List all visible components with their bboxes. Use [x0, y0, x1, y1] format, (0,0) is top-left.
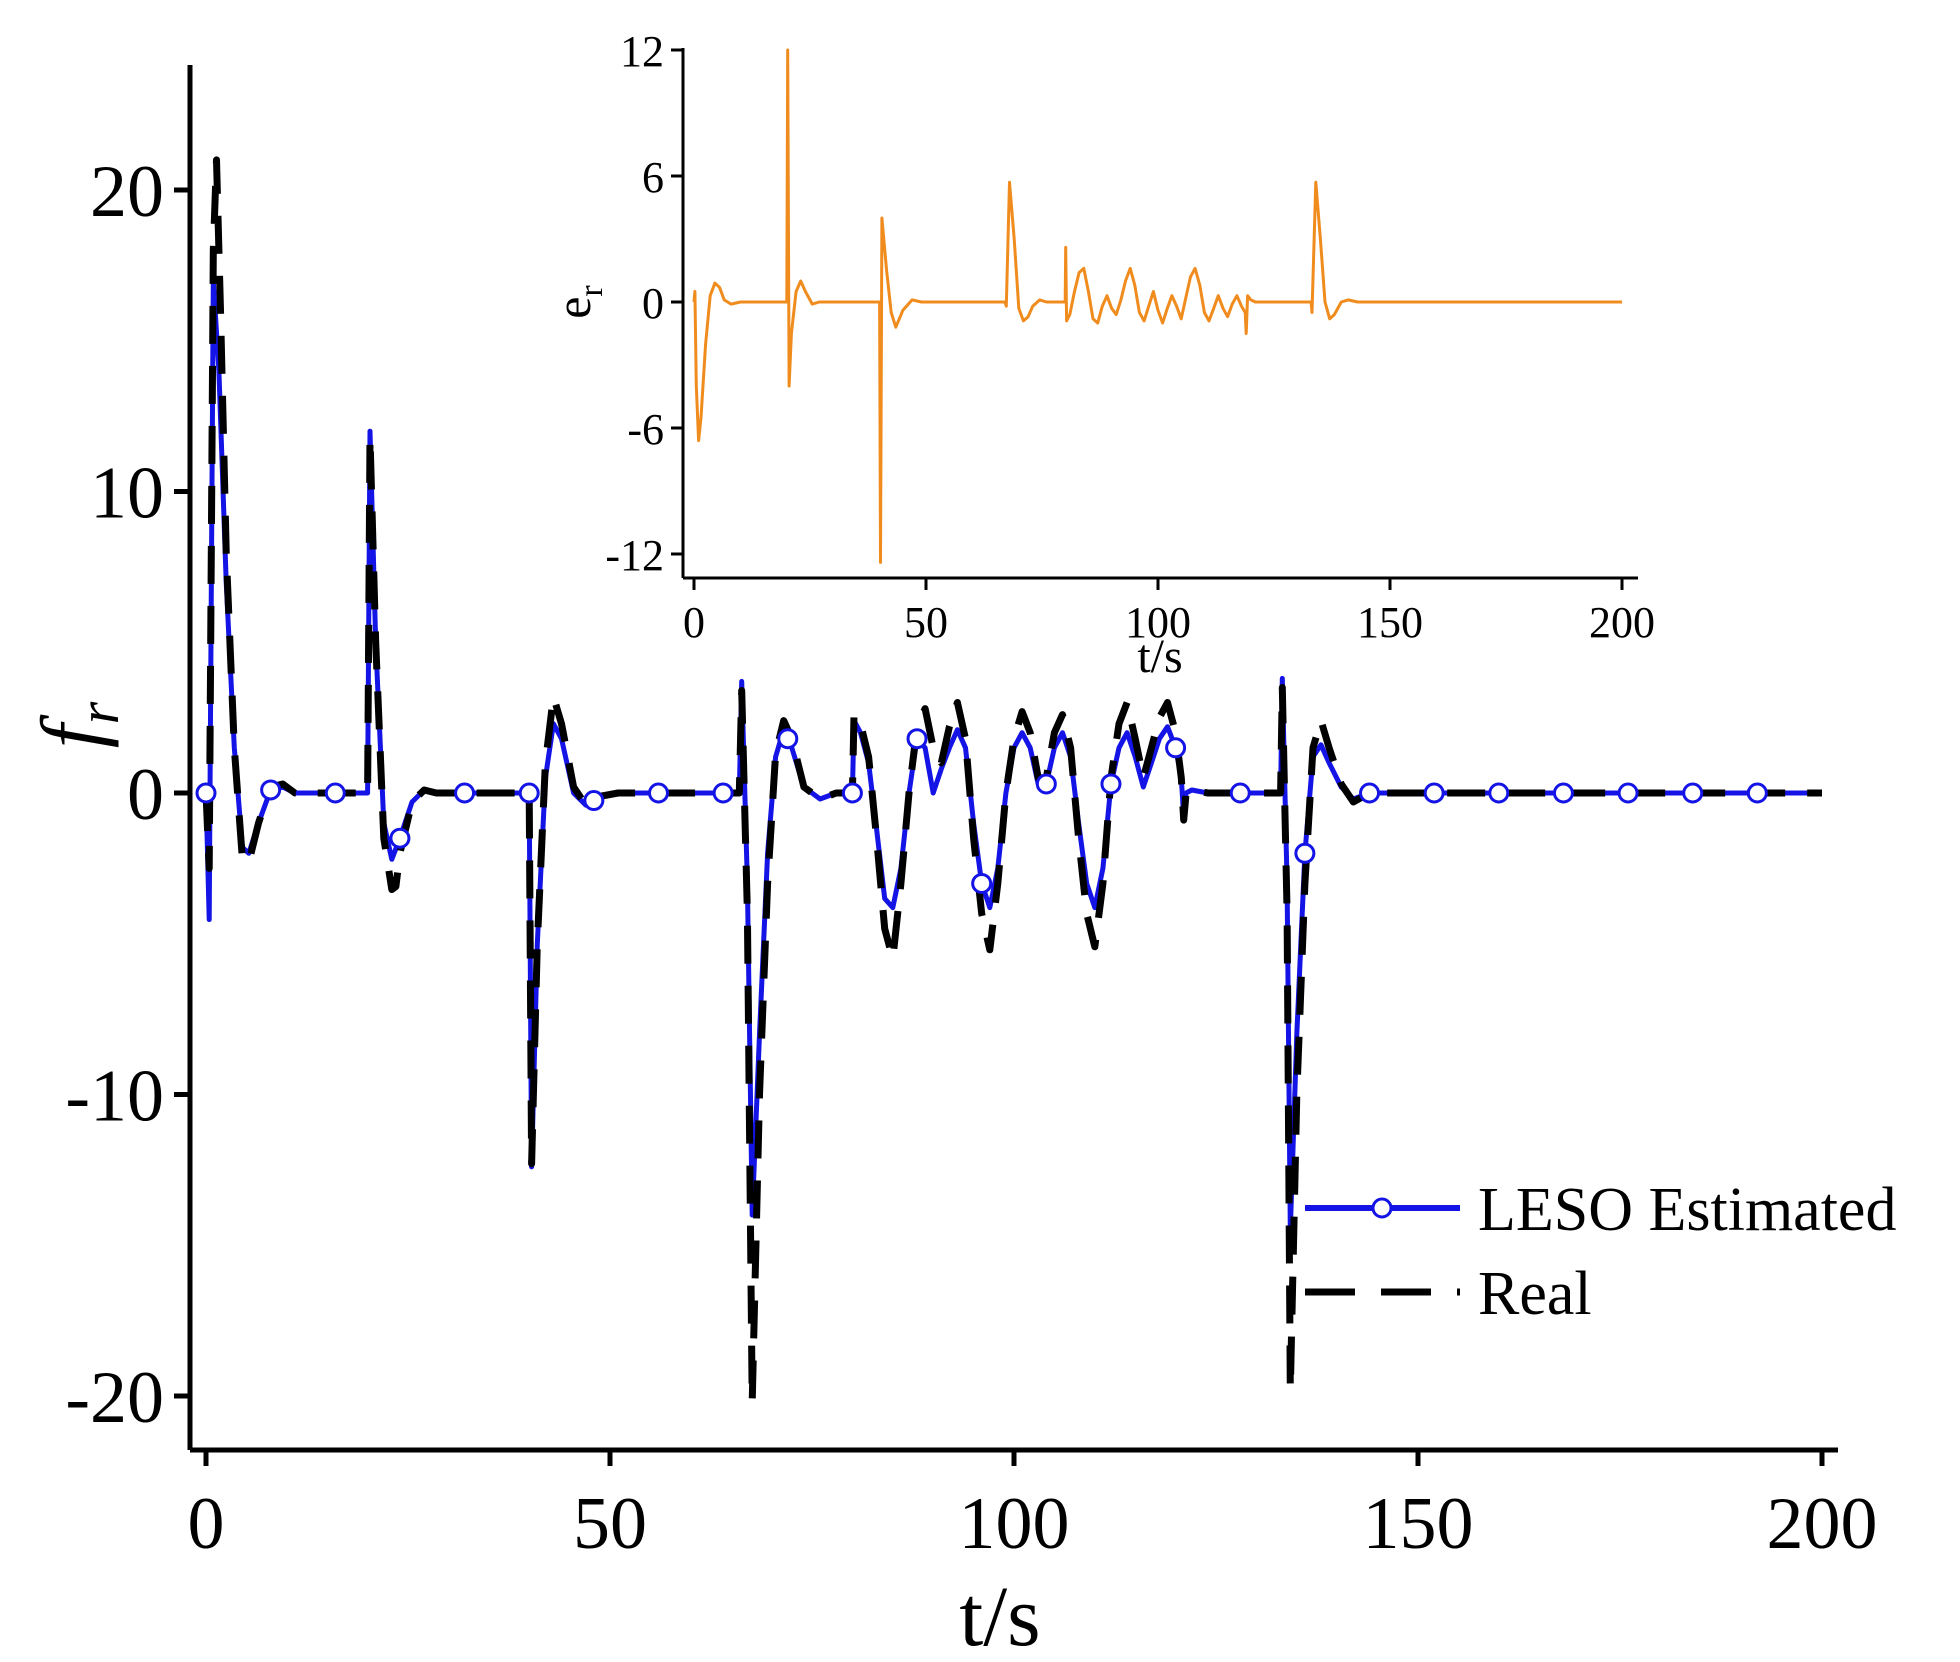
inset-x-axis-title: t/s — [1137, 630, 1182, 683]
inset-x-tick-label: 100 — [1125, 598, 1191, 647]
leso-marker — [971, 872, 993, 894]
inset-x-ticks: 0 50 100 150 200 — [683, 578, 1655, 647]
leso-marker — [1423, 782, 1445, 804]
leso-marker — [1035, 773, 1057, 795]
series-line-real — [202, 156, 1822, 1406]
leso-marker — [841, 782, 863, 804]
leso-marker — [1359, 782, 1381, 804]
leso-marker — [906, 728, 928, 750]
inset-y-tick-label: 12 — [620, 27, 664, 76]
main-y-tick-label: -10 — [65, 1056, 164, 1138]
main-y-ticks: -20 -10 0 10 20 — [65, 151, 190, 1439]
leso-marker — [1100, 773, 1122, 795]
legend-marker-leso — [1371, 1197, 1393, 1219]
inset-y-ticks: -12 -6 0 6 12 — [605, 27, 683, 580]
svg-text:er: er — [545, 285, 610, 319]
leso-marker — [1294, 842, 1316, 864]
inset-x-tick-label: 200 — [1589, 598, 1655, 647]
leso-marker — [260, 779, 282, 801]
leso-marker — [1165, 737, 1187, 759]
inset-y-tick-label: -12 — [605, 531, 664, 580]
leso-marker — [1229, 782, 1251, 804]
main-y-tick-label: 20 — [90, 151, 164, 233]
inset-y-axis-subscript: r — [573, 285, 610, 297]
leso-marker — [1682, 782, 1704, 804]
inset-y-tick-label: 6 — [642, 153, 664, 202]
main-y-tick-label: -20 — [65, 1357, 164, 1439]
inset-series-layer — [692, 48, 1622, 564]
leso-marker — [777, 728, 799, 750]
inset-y-axis-symbol: e — [545, 297, 601, 319]
leso-marker — [712, 782, 734, 804]
inset-y-tick-label: -6 — [627, 405, 664, 454]
inset-x-tick-label: 50 — [904, 598, 948, 647]
inset-x-tick-label: 150 — [1357, 598, 1423, 647]
main-x-axis-title: t/s — [959, 1568, 1040, 1662]
inset-x-tick-label: 0 — [683, 598, 705, 647]
main-x-tick-label: 150 — [1363, 1483, 1474, 1565]
main-x-tick-label: 0 — [188, 1483, 225, 1565]
leso-marker — [647, 782, 669, 804]
main-y-tick-label: 0 — [127, 754, 164, 836]
main-series-layer — [195, 156, 1822, 1406]
legend-label-real: Real — [1478, 1260, 1592, 1328]
main-y-axis-title: fr — [23, 701, 131, 748]
main-x-tick-label: 200 — [1767, 1483, 1878, 1565]
leso-marker — [518, 782, 540, 804]
main-y-tick-label: 10 — [90, 453, 164, 535]
series-line-er — [692, 48, 1622, 564]
leso-marker — [195, 782, 217, 804]
leso-marker — [1488, 782, 1510, 804]
legend: LESO Estimated Real — [1305, 1176, 1896, 1328]
leso-marker — [454, 782, 476, 804]
leso-marker — [583, 790, 605, 812]
leso-marker — [324, 782, 346, 804]
leso-marker — [1617, 782, 1639, 804]
main-x-tick-label: 100 — [959, 1483, 1070, 1565]
main-y-axis-subscript: r — [66, 701, 131, 724]
leso-marker — [1746, 782, 1768, 804]
legend-label-leso: LESO Estimated — [1478, 1176, 1896, 1244]
inset-y-tick-label: 0 — [642, 279, 664, 328]
svg-text:fr: fr — [23, 701, 131, 748]
leso-marker — [1552, 782, 1574, 804]
main-x-ticks: 0 50 100 150 200 — [188, 1450, 1878, 1565]
inset-chart: 0 50 100 150 200 -12 -6 0 6 12 t/s er — [545, 27, 1655, 683]
leso-marker — [389, 827, 411, 849]
main-x-tick-label: 50 — [573, 1483, 647, 1565]
main-chart: 0 50 100 150 200 -20 -10 0 10 20 t/s fr LESO Est… — [23, 65, 1896, 1662]
inset-y-axis-title: er — [545, 285, 610, 319]
